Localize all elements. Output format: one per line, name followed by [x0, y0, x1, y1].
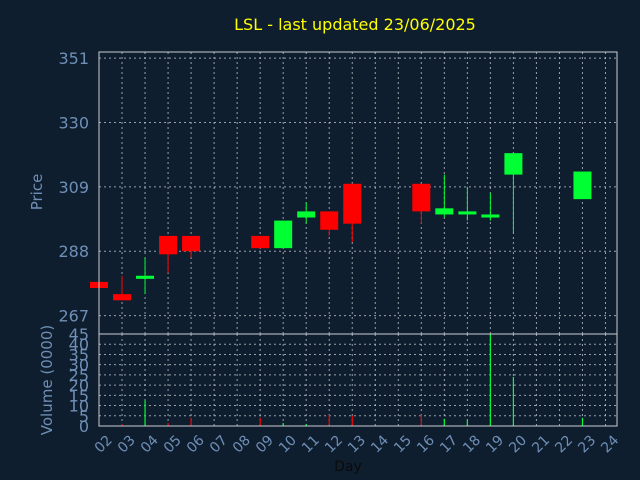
candle-body: [343, 183, 362, 224]
x-tick-label: 09: [253, 432, 277, 456]
candle: [573, 171, 592, 200]
candle: [481, 193, 500, 221]
x-tick-label: 05: [161, 432, 185, 456]
volume-tick-label: 20: [69, 376, 89, 395]
candle: [182, 235, 201, 258]
volume-grid: [99, 333, 617, 427]
candle: [251, 235, 270, 249]
x-tick-label: 11: [299, 432, 323, 456]
volume-tick-label: 30: [69, 356, 89, 375]
volume-tick-label: 10: [69, 397, 89, 416]
x-tick-label: 02: [92, 432, 116, 456]
x-tick-label: 04: [138, 432, 162, 456]
volume-bars: [98, 334, 584, 426]
candle: [343, 183, 362, 243]
price-tick-label: 351: [58, 49, 89, 68]
volume-axis-label: Volume (0000): [38, 325, 56, 435]
candle: [136, 257, 155, 295]
price-tick-label: 267: [58, 307, 89, 326]
candle-body: [458, 211, 477, 215]
candle-body: [113, 294, 132, 301]
volume-tick-label: 5: [79, 407, 89, 426]
x-tick-label: 06: [184, 432, 208, 456]
price-candles: [90, 153, 592, 301]
x-tick-label: 10: [276, 432, 300, 456]
chart-title: LSL - last updated 23/06/2025: [234, 15, 476, 34]
x-tick-label: 21: [529, 432, 553, 456]
candle: [504, 153, 523, 233]
x-tick-label: 22: [552, 432, 576, 456]
candle-body: [182, 235, 201, 252]
candle: [274, 220, 293, 249]
x-tick-label: 12: [322, 432, 346, 456]
candle-body: [412, 183, 431, 212]
x-tick-label: 07: [207, 432, 231, 456]
x-tick-label: 08: [230, 432, 254, 456]
price-tick-label: 309: [58, 178, 89, 197]
volume-plot-frame: [98, 333, 618, 427]
candle: [113, 275, 132, 301]
x-tick-labels: 02 03 04 05 06 07 08 09 10 11 12 13 14 15 16 17 18 19 20 21…: [92, 432, 622, 456]
volume-tick-label: 40: [69, 335, 89, 354]
volume-tick-label: 45: [69, 325, 89, 344]
volume-tick-label: 35: [69, 345, 89, 364]
volume-tick-label: 25: [69, 366, 89, 385]
volume-tick-label: 0: [79, 417, 89, 436]
volume-tick-label: 15: [69, 386, 89, 405]
candle-body: [274, 220, 293, 249]
candle-body: [435, 208, 454, 215]
candle: [435, 174, 454, 218]
candle: [159, 235, 178, 273]
x-tick-label: 16: [414, 432, 438, 456]
candle: [320, 211, 339, 236]
price-tick-labels: 351 330 309 288 267: [58, 49, 89, 325]
x-tick-label: 14: [368, 432, 392, 456]
x-tick-label: 17: [437, 432, 461, 456]
candle: [458, 186, 477, 221]
x-tick-label: 23: [575, 432, 599, 456]
x-tick-label: 18: [460, 432, 484, 456]
candle-body: [251, 235, 270, 249]
price-axis-label: Price: [28, 174, 46, 211]
candle-body: [136, 275, 155, 279]
price-tick-label: 330: [58, 114, 89, 133]
x-tick-label: 13: [345, 432, 369, 456]
candle-body: [320, 211, 339, 230]
candle-body: [573, 171, 592, 200]
candle: [412, 183, 431, 224]
x-tick-label: 19: [483, 432, 507, 456]
x-tick-label: 03: [115, 432, 139, 456]
candle: [297, 202, 316, 224]
candle-body: [481, 214, 500, 218]
candle-body: [504, 153, 523, 175]
x-tick-label: 15: [391, 432, 415, 456]
candle-body: [297, 211, 316, 218]
x-axis-label: Day: [334, 459, 362, 475]
x-tick-label: 20: [506, 432, 530, 456]
x-tick-label: 24: [598, 432, 622, 456]
price-tick-label: 288: [58, 242, 89, 261]
candle-body: [159, 235, 178, 255]
